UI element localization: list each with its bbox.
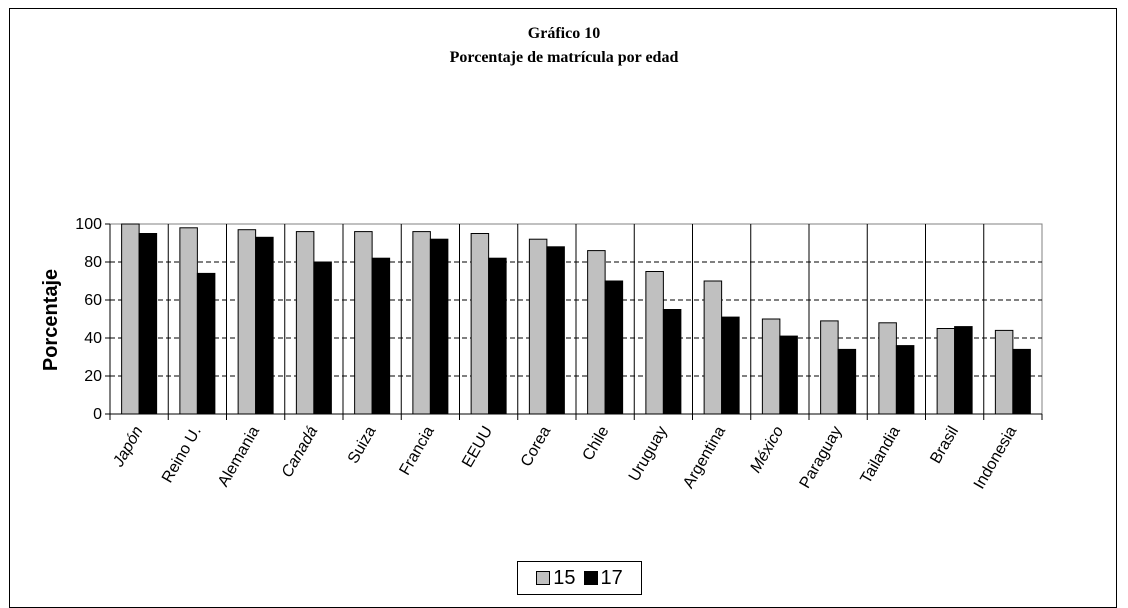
x-tick-labels: Japón Reino U. Alemania Canadá Suiza Francia E… <box>110 423 1021 492</box>
bar-17-3 <box>255 236 274 415</box>
x-tick-label: Indonesia <box>971 423 1020 492</box>
bar-17-7 <box>488 257 507 415</box>
x-tick-label: Uruguay <box>626 424 671 485</box>
bar-17-15 <box>954 326 973 415</box>
bar-15-3 <box>237 229 257 415</box>
bar-15-2 <box>179 227 198 415</box>
bar-15-16 <box>994 329 1014 415</box>
bar-17-14 <box>895 345 915 415</box>
bar-17-2 <box>196 272 216 415</box>
x-tick-label: Japón <box>110 423 147 470</box>
y-tick-label: 40 <box>84 330 102 347</box>
legend-swatch <box>583 571 598 585</box>
bar-15-6 <box>412 231 431 415</box>
bar-17-10 <box>662 309 682 415</box>
bar-17-8 <box>546 246 565 415</box>
x-tick-label: Francia <box>396 423 437 478</box>
x-tick-label: México <box>747 423 787 475</box>
legend-swatch <box>536 571 551 585</box>
x-tick-label: Suiza <box>345 423 380 466</box>
x-tick-label: Argentina <box>680 423 729 491</box>
bar-17-16 <box>1012 348 1031 415</box>
x-tick-label: Canadá <box>279 423 322 480</box>
legend: 15 17 <box>517 561 642 595</box>
y-tick-label: 20 <box>84 368 102 385</box>
x-tick-label: EEUU <box>459 424 496 471</box>
bar-15-13 <box>820 320 839 415</box>
bars <box>121 223 1031 415</box>
bar-17-11 <box>721 316 740 415</box>
x-tick-label: Tailandia <box>858 423 904 486</box>
bar-17-13 <box>837 348 857 415</box>
chart-title-block: Gráfico 10 Porcentaje de matrícula por e… <box>0 22 1128 70</box>
bar-15-8 <box>528 238 548 415</box>
y-tick-label: 60 <box>84 292 102 309</box>
legend-label: 17 <box>600 566 623 589</box>
legend-label: 15 <box>553 566 576 589</box>
bar-17-5 <box>371 257 391 415</box>
y-tick-labels: 0 20 40 60 80 100 <box>75 216 102 423</box>
bar-15-9 <box>587 250 606 415</box>
chart-subtitle: Porcentaje de matrícula por edad <box>449 49 679 66</box>
bar-15-10 <box>645 271 664 415</box>
bar-15-15 <box>936 328 956 415</box>
y-tick-label: 80 <box>84 254 102 271</box>
bar-17-9 <box>604 280 624 415</box>
legend-item-17: 17 <box>583 566 623 590</box>
bar-15-7 <box>470 233 490 415</box>
x-tick-label: Reino U. <box>159 424 205 486</box>
x-tick-label: Corea <box>518 423 555 469</box>
x-tick-label: Alemania <box>215 423 263 489</box>
bar-17-4 <box>313 261 332 415</box>
bar-15-12 <box>761 318 781 415</box>
bar-17-12 <box>779 335 798 415</box>
bar-15-11 <box>703 280 723 415</box>
x-tick-label: Chile <box>580 423 613 463</box>
x-tick-label: Paraguay <box>797 424 846 492</box>
legend-item-15: 15 <box>536 566 576 590</box>
x-tick-label: Brasil <box>927 424 962 467</box>
y-tick-label: 100 <box>75 216 102 233</box>
y-tick-label: 0 <box>93 406 102 423</box>
axes <box>105 223 1043 420</box>
bar-15-1 <box>121 223 140 415</box>
y-axis-label: Porcentaje <box>40 269 62 371</box>
chart-title: Gráfico 10 <box>527 25 601 42</box>
bar-15-4 <box>295 231 315 415</box>
bar-17-1 <box>138 233 158 415</box>
bar-15-14 <box>878 322 897 415</box>
bar-15-5 <box>354 231 373 415</box>
bar-17-6 <box>429 238 449 415</box>
